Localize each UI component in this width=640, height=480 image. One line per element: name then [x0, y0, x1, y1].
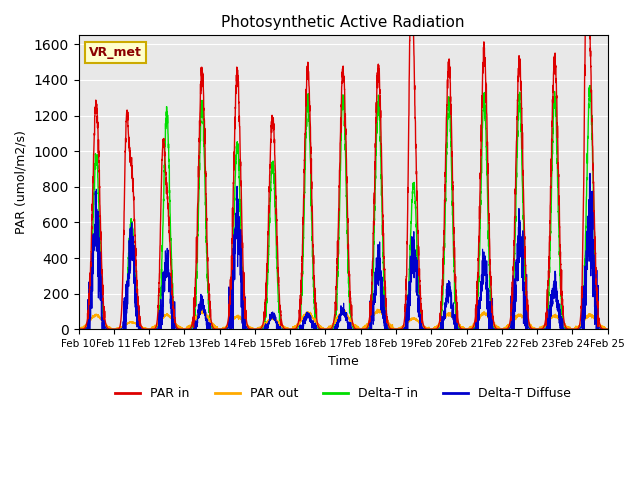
PAR out [604, 326, 611, 332]
Delta-T Diffuse [595, 326, 602, 332]
Delta-T in [75, 326, 83, 332]
Legend: PAR in, PAR out, Delta-T in, Delta-T Diffuse: PAR in, PAR out, Delta-T in, Delta-T Dif… [110, 383, 576, 406]
Delta-T in [603, 326, 611, 332]
Line: Delta-T in: Delta-T in [79, 86, 607, 329]
Y-axis label: PAR (umol/m2/s): PAR (umol/m2/s) [15, 131, 28, 234]
Delta-T in [461, 326, 469, 332]
PAR out [602, 326, 609, 332]
PAR out [461, 326, 469, 332]
PAR out [374, 306, 381, 312]
Delta-T Diffuse [323, 326, 331, 332]
PAR in [170, 309, 177, 315]
PAR in [323, 326, 331, 332]
PAR out [323, 325, 331, 331]
PAR out [170, 318, 177, 324]
Delta-T in [323, 326, 331, 332]
PAR in [492, 325, 499, 331]
Text: VR_met: VR_met [89, 46, 142, 59]
PAR in [75, 326, 83, 332]
PAR in [461, 326, 469, 332]
PAR in [604, 326, 611, 332]
Delta-T Diffuse [75, 326, 83, 332]
Line: Delta-T Diffuse: Delta-T Diffuse [79, 173, 607, 329]
PAR in [432, 326, 440, 332]
PAR out [604, 326, 611, 332]
Delta-T Diffuse [586, 170, 594, 176]
PAR out [492, 324, 499, 330]
Delta-T in [604, 326, 611, 332]
Line: PAR in: PAR in [79, 0, 607, 329]
Delta-T in [492, 326, 499, 332]
Delta-T Diffuse [492, 326, 499, 332]
PAR out [433, 324, 440, 330]
X-axis label: Time: Time [328, 355, 358, 368]
Delta-T in [586, 83, 594, 89]
PAR out [75, 326, 83, 332]
Delta-T Diffuse [461, 326, 469, 332]
Delta-T Diffuse [604, 326, 611, 332]
Title: Photosynthetic Active Radiation: Photosynthetic Active Radiation [221, 15, 465, 30]
Delta-T Diffuse [432, 326, 440, 332]
Delta-T in [432, 326, 440, 332]
PAR in [603, 326, 611, 332]
Delta-T Diffuse [604, 326, 611, 332]
Delta-T Diffuse [170, 319, 177, 324]
Line: PAR out: PAR out [79, 309, 607, 329]
Delta-T in [170, 301, 177, 307]
